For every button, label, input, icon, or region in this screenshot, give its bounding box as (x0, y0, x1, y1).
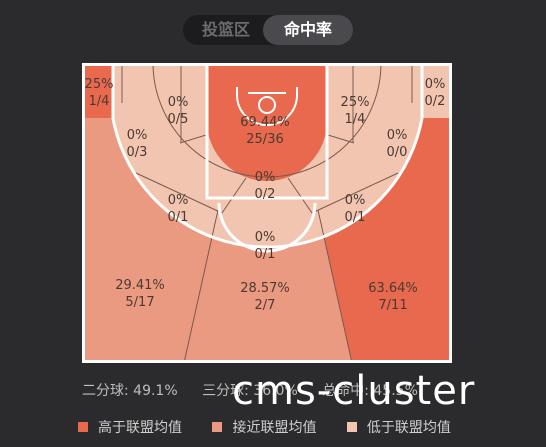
tab-fg-percentage[interactable]: 命中率 (263, 15, 353, 45)
zone-top-key-pct: 0% (255, 230, 276, 245)
shot-chart-court: 25% 1/4 0% 0/2 69.44% 25/36 0% 0/5 25% 1… (82, 63, 452, 363)
zone-restricted-area-pct: 69.44% (240, 115, 290, 130)
zone-top-key-made: 0/1 (255, 247, 276, 262)
zone-left-long-baseline-made: 0/3 (127, 145, 148, 160)
zone-left-short-baseline-pct: 0% (168, 95, 189, 110)
watermark: cms-cluster (232, 368, 476, 414)
zone-top-three-fill (184, 210, 352, 363)
legend: 高于联盟均值 接近联盟均值 低于联盟均值 (78, 417, 477, 437)
zone-top-three-pct: 28.57% (240, 281, 290, 296)
zone-left-corner-three-made: 1/4 (89, 94, 110, 109)
zone-left-corner-three-pct: 25% (85, 77, 114, 92)
zone-right-wing-three-made: 7/11 (378, 298, 407, 313)
zone-paint-middle-pct: 0% (255, 170, 276, 185)
zone-right-corner-three-fill (422, 63, 452, 118)
zone-right-elbow-made: 0/1 (345, 210, 366, 225)
zone-left-wing-three-pct: 29.41% (115, 278, 165, 293)
zone-right-wing-three-pct: 63.64% (368, 281, 418, 296)
legend-item-below: 低于联盟均值 (346, 417, 451, 437)
zone-right-short-baseline-made: 1/4 (345, 112, 366, 127)
legend-item-above: 高于联盟均值 (78, 417, 182, 437)
zone-restricted-area-made: 25/36 (246, 132, 283, 147)
zone-right-corner-three-pct: 0% (425, 77, 446, 92)
zone-right-corner-three-made: 0/2 (425, 94, 446, 109)
zone-left-wing-three-made: 5/17 (125, 295, 154, 310)
zone-paint-middle-made: 0/2 (255, 187, 276, 202)
zone-left-elbow-pct: 0% (168, 193, 189, 208)
legend-swatch-below (346, 422, 357, 432)
zone-right-long-baseline-made: 0/0 (387, 145, 408, 160)
court-lines (82, 63, 452, 363)
view-toggle: 投篮区 命中率 (183, 15, 353, 45)
zone-right-long-baseline-pct: 0% (387, 128, 408, 143)
three-pt-stat: 三分球: 36.0% (202, 383, 298, 399)
total-fg-stat: 总命中: 45.5% (322, 383, 418, 399)
tab-shot-zone[interactable]: 投篮区 (201, 20, 250, 39)
zone-right-elbow-pct: 0% (345, 193, 366, 208)
two-pt-stat: 二分球: 49.1% (82, 383, 178, 399)
zone-right-short-baseline-pct: 25% (341, 95, 370, 110)
shooting-summary: 二分球: 49.1% 三分球: 36.0% 总命中: 45.5% (82, 380, 542, 404)
legend-swatch-near (212, 422, 223, 432)
zone-left-corner-three-fill (82, 63, 113, 118)
zone-top-three-made: 2/7 (255, 298, 276, 313)
basket (236, 87, 298, 126)
zone-right-wing-three-fill (318, 118, 452, 363)
zone-left-elbow-made: 0/1 (168, 210, 189, 225)
zone-left-short-baseline-made: 0/5 (168, 112, 189, 127)
legend-item-near: 接近联盟均值 (212, 417, 316, 437)
zone-left-long-baseline-pct: 0% (127, 128, 148, 143)
legend-swatch-above (78, 422, 88, 432)
